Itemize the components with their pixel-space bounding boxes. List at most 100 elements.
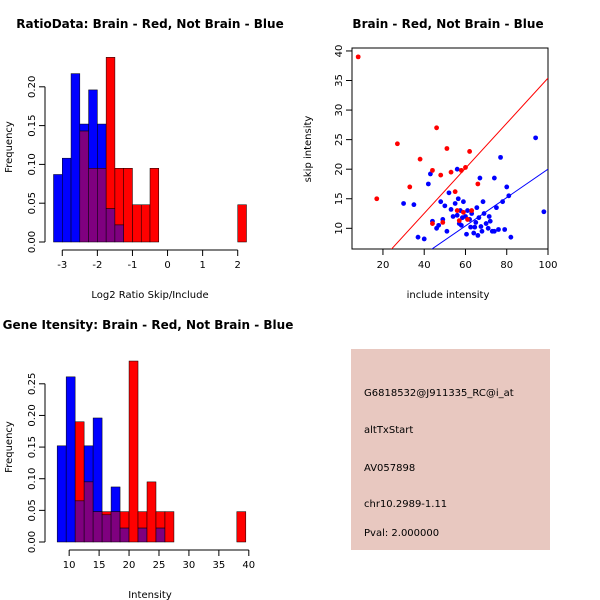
ratio-bar-red bbox=[132, 204, 142, 243]
blue-point bbox=[468, 224, 474, 230]
scatter-axes: 20 40 60 80 100 10 15 20 25 30 35 40 bbox=[334, 45, 558, 271]
red-point bbox=[434, 125, 439, 131]
blue-point bbox=[480, 199, 486, 205]
red-point bbox=[452, 189, 458, 195]
ratio-bar-red bbox=[237, 204, 247, 243]
gene-bar-red bbox=[146, 481, 157, 543]
blue-point bbox=[506, 193, 512, 199]
gene-bar-red bbox=[74, 421, 85, 502]
scatter-x-tick-label: 100 bbox=[538, 260, 557, 271]
red-point bbox=[407, 184, 413, 190]
blue-point bbox=[425, 181, 431, 187]
blue-point bbox=[454, 166, 460, 172]
ratio-bar-overlap bbox=[114, 224, 124, 243]
gene-y-tick-label: 0.05 bbox=[27, 499, 38, 521]
accession-text: AV057898 bbox=[364, 463, 415, 474]
ratio-bar-overlap bbox=[88, 168, 98, 243]
scatter-content bbox=[355, 54, 548, 249]
gene-y-tick-label: 0.25 bbox=[27, 373, 38, 395]
info-panel: G6818532@J911335_RC@i_at altTxStart AV05… bbox=[351, 349, 550, 550]
ratio-histogram-panel: RatioData: Brain - Red, Not Brain - Blue… bbox=[4, 17, 284, 301]
gene-bar-overlap bbox=[101, 514, 112, 543]
ratio-bar-blue bbox=[97, 123, 107, 169]
scatter-x-tick-label: 20 bbox=[377, 260, 390, 271]
red-point bbox=[374, 196, 380, 202]
info-panel-background bbox=[351, 349, 550, 550]
blue-regression-line bbox=[431, 168, 548, 249]
gene-bar-red bbox=[164, 511, 175, 543]
blue-point bbox=[448, 206, 454, 212]
ratio-y-tick-label: 0.10 bbox=[27, 153, 38, 175]
blue-point bbox=[487, 218, 493, 224]
gene-bar-overlap bbox=[110, 511, 121, 543]
blue-point bbox=[491, 228, 497, 234]
gene-histogram-panel: Gene Itensity: Brain - Red, Not Brain - … bbox=[3, 318, 294, 600]
red-point bbox=[475, 181, 481, 187]
blue-point bbox=[452, 201, 458, 206]
red-point bbox=[444, 146, 450, 151]
ratio-y-tick-label: 0.00 bbox=[27, 231, 38, 253]
red-point bbox=[465, 217, 470, 222]
blue-point bbox=[533, 135, 539, 141]
ratio-x-tick-label: -1 bbox=[127, 260, 137, 271]
gene-y-axis-label: Frequency bbox=[4, 421, 15, 473]
ratio-x-tick-label: 1 bbox=[199, 260, 205, 271]
blue-point bbox=[465, 208, 470, 213]
gene-axes: 10 15 20 25 30 35 40 0.00 0.05 0.10 0.15 0.20 0.25 bbox=[27, 373, 255, 571]
gene-bar-overlap bbox=[155, 527, 166, 543]
blue-point bbox=[508, 234, 514, 240]
red-point bbox=[463, 165, 468, 170]
gene-bar-red bbox=[137, 511, 148, 529]
blue-point bbox=[442, 203, 448, 209]
gene-bar-overlap bbox=[83, 481, 94, 543]
gene-x-tick-label: 15 bbox=[93, 560, 106, 571]
ratio-y-tick-label: 0.05 bbox=[27, 192, 38, 214]
blue-point bbox=[474, 205, 480, 211]
scatter-y-tick-label: 20 bbox=[334, 163, 345, 176]
red-point bbox=[440, 219, 446, 225]
ratio-y-axis-label: Frequency bbox=[4, 121, 15, 173]
blue-point bbox=[473, 219, 479, 225]
red-point bbox=[355, 54, 361, 60]
blue-point bbox=[450, 214, 456, 219]
location-text: chr10.2989-1.11 bbox=[364, 499, 447, 510]
ratio-bar-red bbox=[149, 168, 160, 243]
gene-chart-title: Gene Itensity: Brain - Red, Not Brain - … bbox=[3, 318, 294, 332]
gene-bar-overlap bbox=[119, 527, 130, 543]
red-point bbox=[461, 209, 466, 215]
gene-y-tick-label: 0.15 bbox=[27, 436, 38, 458]
blue-point bbox=[504, 184, 510, 190]
red-point bbox=[394, 141, 400, 147]
gene-bar-red bbox=[101, 511, 112, 516]
blue-point bbox=[541, 209, 547, 215]
gene-y-tick-label: 0.00 bbox=[27, 531, 38, 553]
gene-x-tick-label: 10 bbox=[63, 560, 76, 571]
ratio-bar-overlap bbox=[105, 208, 116, 243]
ratio-x-tick-label: 0 bbox=[164, 260, 170, 271]
blue-point bbox=[454, 212, 460, 218]
blue-point bbox=[461, 199, 466, 205]
scatter-x-axis-label: include intensity bbox=[407, 290, 490, 301]
ratio-chart-title: RatioData: Brain - Red, Not Brain - Blue bbox=[16, 17, 283, 31]
blue-point bbox=[496, 227, 501, 232]
gene-bar-red bbox=[119, 511, 130, 529]
red-point bbox=[448, 169, 454, 175]
ratio-bar-overlap bbox=[79, 130, 89, 243]
ratio-x-tick-label: -3 bbox=[57, 260, 67, 271]
gene-bar-blue bbox=[56, 445, 67, 543]
ratio-bar-red bbox=[114, 168, 124, 226]
red-point bbox=[430, 221, 435, 226]
gene-bar-overlap bbox=[137, 527, 148, 543]
blue-point bbox=[421, 236, 427, 242]
red-point bbox=[454, 208, 460, 213]
blue-point bbox=[498, 154, 503, 160]
scatter-y-tick-label: 15 bbox=[334, 192, 345, 205]
blue-point bbox=[502, 227, 508, 232]
event-type-text: altTxStart bbox=[364, 425, 413, 436]
probe-id-text: G6818532@J911335_RC@i_at bbox=[364, 388, 514, 399]
gene-bar-blue bbox=[83, 445, 94, 483]
ratio-bar-red bbox=[105, 57, 116, 209]
gene-bar-red bbox=[128, 360, 139, 543]
ratio-x-tick-label: 2 bbox=[235, 260, 241, 271]
ratio-bar-blue bbox=[70, 73, 81, 243]
